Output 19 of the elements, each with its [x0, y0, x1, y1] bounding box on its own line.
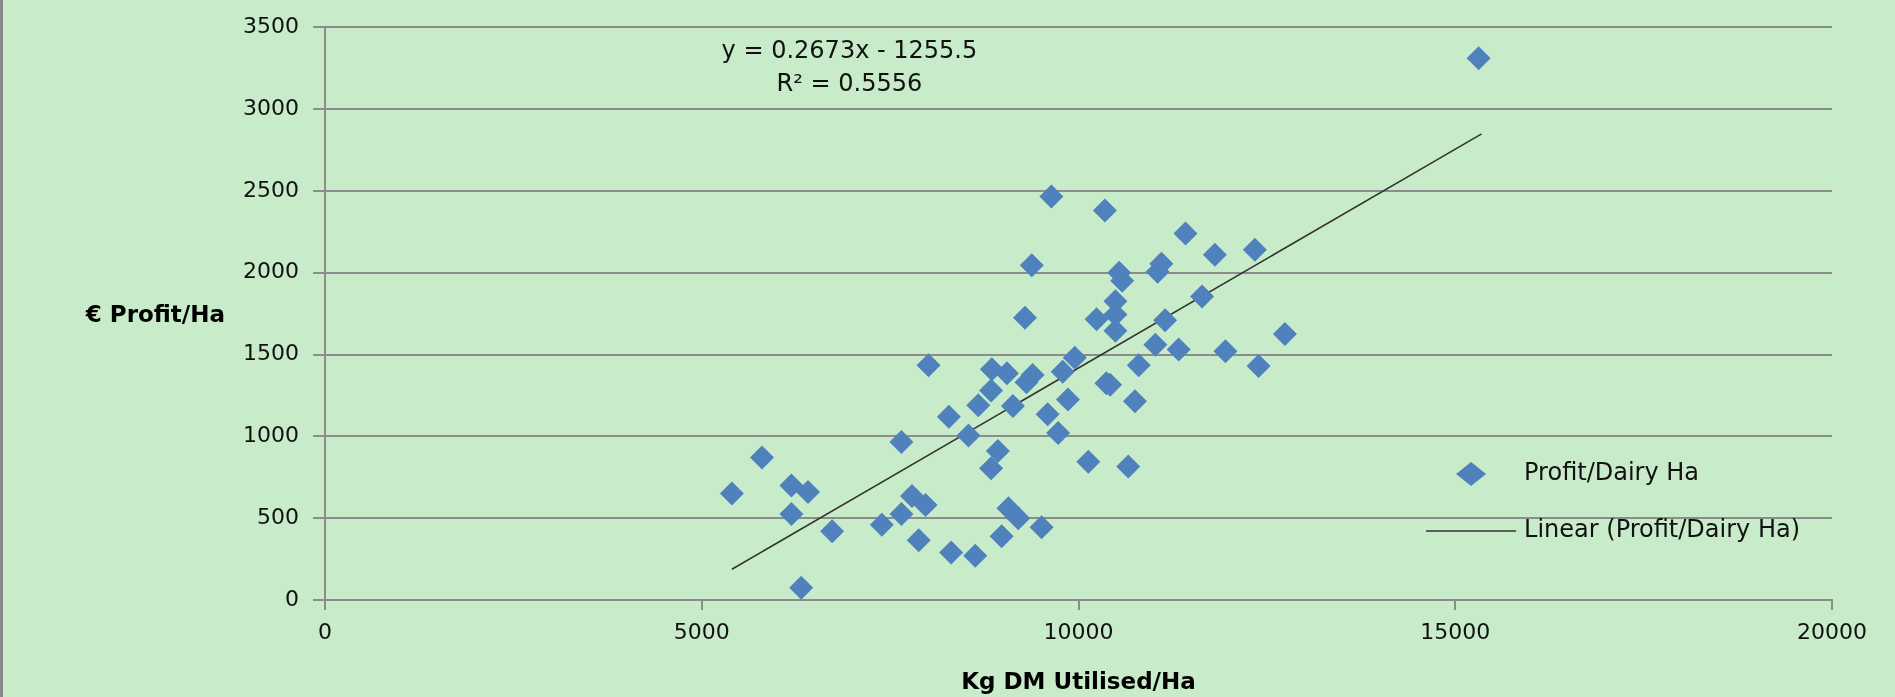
x-tick-label: 10000: [1043, 618, 1114, 644]
legend-label: Linear (Profit/Dairy Ha): [1524, 515, 1801, 544]
y-tick-label: 500: [257, 503, 299, 529]
y-tick-label: 2000: [243, 258, 299, 284]
x-tick-label: 5000: [673, 618, 730, 644]
x-tick-label: 15000: [1420, 618, 1491, 644]
y-tick-label: 3000: [243, 94, 299, 120]
annotation: y = 0.2673x - 1255.5: [721, 36, 978, 65]
x-tick-label: 0: [318, 618, 332, 644]
y-axis-title: € Profit/Ha: [84, 301, 225, 328]
legend-label: Profit/Dairy Ha: [1524, 458, 1700, 487]
y-tick-label: 3500: [243, 12, 299, 38]
x-axis-title: Kg DM Utilised/Ha: [961, 667, 1196, 694]
annotation: R² = 0.5556: [776, 69, 923, 98]
y-tick-label: 2500: [243, 176, 299, 202]
y-tick-label: 1500: [243, 340, 299, 366]
y-tick-label: 1000: [243, 422, 299, 448]
x-tick-label: 20000: [1797, 618, 1867, 644]
y-tick-label: 0: [285, 585, 299, 611]
